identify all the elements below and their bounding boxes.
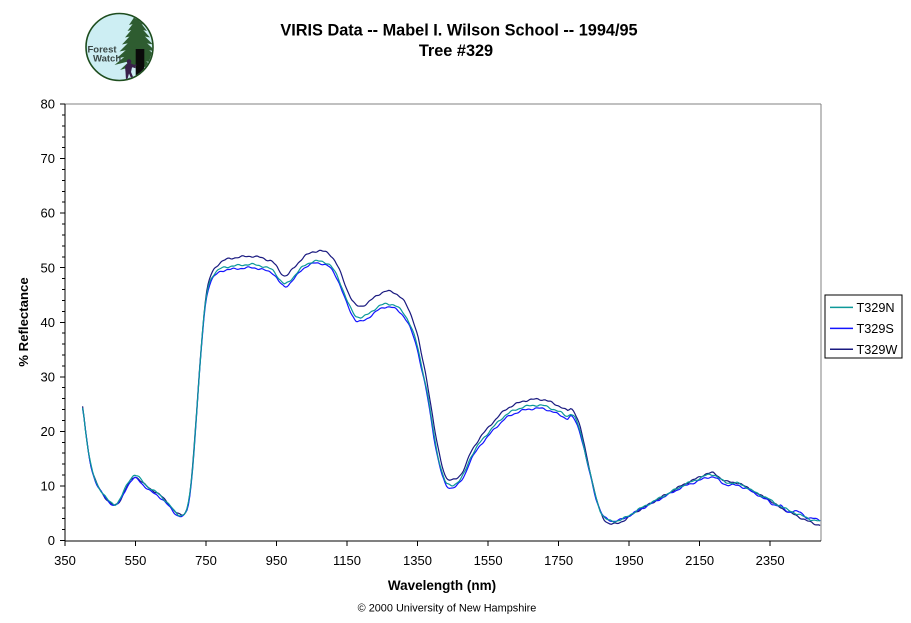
svg-text:© 2000 University of New Hamps: © 2000 University of New Hampshire — [358, 603, 537, 615]
svg-text:30: 30 — [41, 369, 55, 384]
svg-text:80: 80 — [41, 97, 55, 112]
svg-text:70: 70 — [41, 151, 55, 166]
svg-text:550: 550 — [125, 553, 147, 568]
svg-text:Watch: Watch — [93, 53, 121, 64]
svg-text:350: 350 — [54, 553, 76, 568]
svg-text:950: 950 — [266, 553, 288, 568]
svg-text:T329S: T329S — [857, 322, 894, 336]
svg-text:1350: 1350 — [403, 553, 432, 568]
svg-text:60: 60 — [41, 206, 55, 221]
svg-text:10: 10 — [41, 479, 55, 494]
svg-text:Forest: Forest — [88, 45, 118, 56]
svg-text:750: 750 — [195, 553, 217, 568]
svg-text:40: 40 — [41, 315, 55, 330]
svg-text:Wavelength (nm): Wavelength (nm) — [388, 578, 496, 593]
svg-text:2350: 2350 — [756, 553, 785, 568]
svg-text:T329N: T329N — [857, 301, 895, 315]
svg-text:50: 50 — [41, 260, 55, 275]
svg-text:2150: 2150 — [685, 553, 714, 568]
svg-text:0: 0 — [48, 533, 55, 548]
svg-text:T329W: T329W — [857, 343, 898, 357]
svg-text:1550: 1550 — [474, 553, 503, 568]
svg-text:% Reflectance: % Reflectance — [16, 277, 31, 366]
svg-text:20: 20 — [41, 424, 55, 439]
svg-text:1950: 1950 — [615, 553, 644, 568]
svg-text:VIRIS Data -- Mabel I. Wilson: VIRIS Data -- Mabel I. Wilson School -- … — [280, 22, 637, 40]
svg-text:1750: 1750 — [544, 553, 573, 568]
svg-text:1150: 1150 — [333, 553, 361, 568]
svg-text:Tree #329: Tree #329 — [419, 42, 493, 60]
